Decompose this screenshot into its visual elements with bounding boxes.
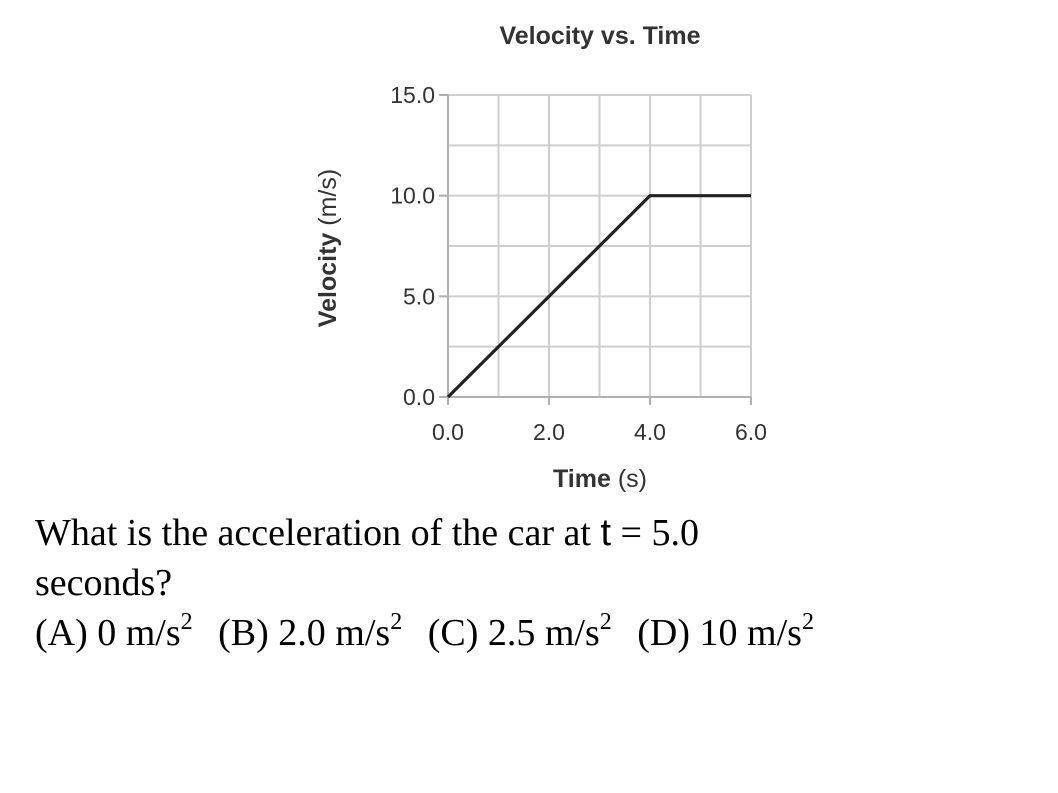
option-d: (D) 10 m/s2	[637, 609, 814, 654]
y-axis-label: Velocity (m/s)	[314, 169, 342, 327]
option-d-label: (D) 10 m/s	[637, 612, 802, 654]
x-axis-label-unit: (s)	[618, 465, 647, 493]
option-a: (A) 0 m/s2	[35, 609, 193, 654]
x-tick-label: 0.0	[432, 419, 464, 445]
chart-grid	[447, 94, 752, 398]
y-tick-label: 0.0	[403, 384, 435, 410]
option-c: (C) 2.5 m/s2	[427, 609, 612, 654]
option-a-label: (A) 0 m/s	[35, 612, 181, 654]
option-d-exponent: 2	[801, 609, 814, 635]
time-variable: t	[600, 512, 612, 554]
option-a-exponent: 2	[180, 609, 193, 635]
option-b-label: (B) 2.0 m/s	[218, 612, 391, 654]
question-line-1: What is the acceleration of the car at t…	[35, 508, 1035, 558]
series-line	[446, 194, 751, 399]
y-axis-label-main: Velocity	[314, 233, 342, 328]
x-tick-label: 6.0	[735, 419, 767, 445]
question-line-2: seconds?	[35, 562, 173, 604]
option-c-exponent: 2	[599, 609, 612, 635]
answer-options: (A) 0 m/s2 (B) 2.0 m/s2 (C) 2.5 m/s2 (D)…	[35, 608, 1035, 658]
chart-axes	[447, 95, 751, 398]
x-axis-label: Time (s)	[553, 465, 647, 493]
x-axis-ticks: 0.0 2.0 4.0 6.0	[432, 397, 767, 445]
question-block: What is the acceleration of the car at t…	[35, 508, 1035, 658]
velocity-time-chart: Velocity vs. Time 0.0 5.0 10.0 15.0 0.0 2.0 4…	[314, 22, 767, 493]
y-tick-label: 15.0	[390, 82, 435, 108]
option-c-label: (C) 2.5 m/s	[427, 612, 600, 654]
data-series	[446, 194, 751, 399]
question-text-pre: What is the acceleration of the car at	[35, 512, 601, 554]
x-axis-label-main: Time	[553, 465, 611, 493]
x-tick-label: 4.0	[634, 419, 666, 445]
y-axis-ticks: 0.0 5.0 10.0 15.0	[390, 82, 448, 410]
y-axis-label-unit: (m/s)	[314, 169, 342, 226]
option-b: (B) 2.0 m/s2	[218, 609, 403, 654]
option-b-exponent: 2	[390, 609, 403, 635]
x-tick-label: 2.0	[533, 419, 565, 445]
question-text-post: = 5.0	[611, 512, 699, 554]
chart-title: Velocity vs. Time	[499, 22, 700, 50]
y-tick-label: 10.0	[390, 183, 435, 209]
y-tick-label: 5.0	[403, 283, 435, 309]
